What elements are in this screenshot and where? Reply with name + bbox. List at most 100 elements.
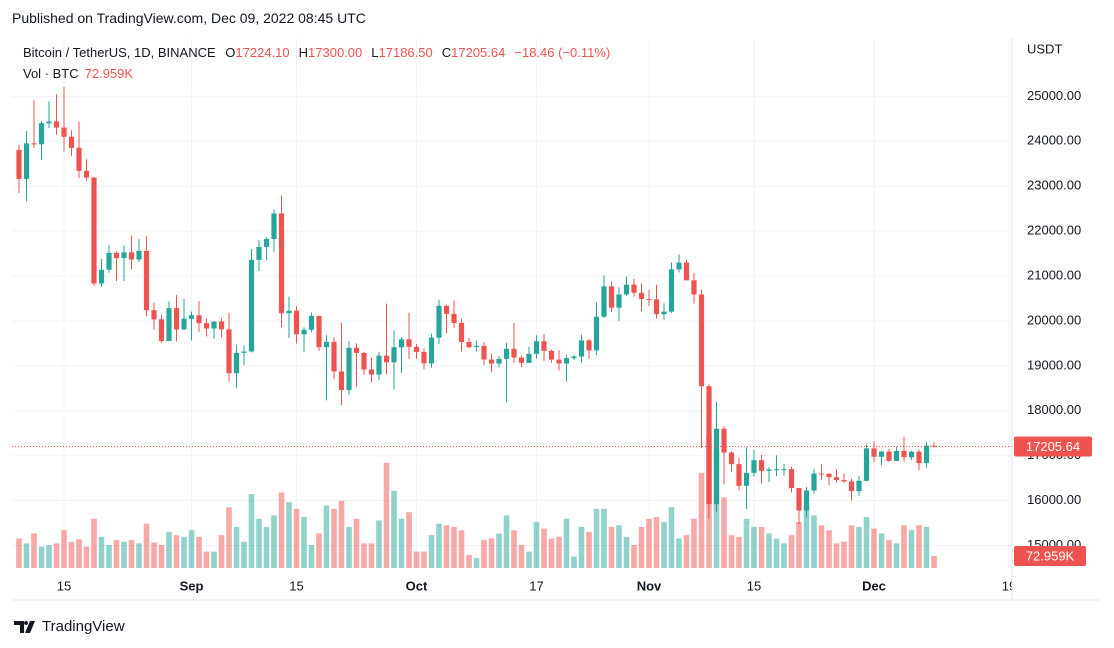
candle-body [653,299,660,315]
candle-body [893,450,900,461]
candle-body [908,451,915,458]
volume-bar [908,530,915,568]
volume-bar [931,556,937,568]
volume-bar [878,533,885,568]
volume-bar [248,494,255,568]
candle-body [856,480,862,492]
volume-bar [661,522,667,568]
volume-bar [83,546,90,568]
candle-body [796,488,802,511]
volume-bar [631,545,637,568]
volume-bar [76,539,82,568]
volume-bar [668,507,675,568]
candle-body [826,473,832,478]
volume-bar [143,523,150,568]
candle-body [173,308,180,330]
candle-body [878,451,885,457]
volume-bar [211,551,217,568]
y-tick-label: 22000.00 [1027,223,1081,238]
volume-bar [16,538,22,568]
volume-bar [316,533,322,568]
candle-body [308,315,315,330]
volume-bar [578,526,585,568]
volume-bar [98,536,105,568]
candle-body [331,341,337,372]
volume-bar [826,530,832,568]
candle-body [631,284,637,293]
candle-body [316,315,322,348]
candle-body [361,352,367,370]
volume-bar [886,540,892,568]
y-tick-label: 21000.00 [1027,267,1081,282]
volume-bar [541,528,547,568]
candle-body [248,259,255,352]
volume-bar [556,536,562,568]
candle-body [833,477,840,481]
volume-bar [136,543,142,568]
candle-body [376,355,382,375]
volume-bar [796,522,802,568]
price-legend: Bitcoin / TetherUS, 1D, BINANCE O17224.1… [23,45,619,60]
candle-body [233,352,240,374]
candle-body [713,428,720,505]
candle-body [301,329,307,335]
volume-bar [128,540,135,568]
volume-bar [518,545,525,568]
volume-bar [601,508,607,568]
volume-bar [203,551,210,568]
candle-body [533,341,540,354]
candle-body [901,450,907,458]
candle-body [788,469,795,489]
y-tick-label: 16000.00 [1027,492,1081,507]
candle-body [53,121,60,128]
volume-bar [443,525,450,568]
volume-bar [698,472,705,568]
legend-key: O [225,45,236,60]
volume-bar [293,508,300,568]
x-tick-label: Dec [862,578,886,593]
candle-body [818,473,825,475]
volume-bar [158,545,165,568]
candle-body [916,451,922,464]
candle-body [158,319,165,341]
volume-bar [256,518,262,568]
volume-bar [811,515,817,568]
y-unit: USDT [1027,41,1062,56]
volume-bar [758,526,765,568]
volume-bar [173,535,180,568]
volume-bar [91,518,97,568]
volume-value: 72.959K [84,66,134,81]
legend-change: −18.46 (−0.11%) [514,45,611,60]
candle-body [413,346,420,352]
candle-body [128,252,135,260]
candle-body [781,469,787,471]
candle-body [16,149,22,179]
volume-bar [818,525,825,568]
candle-body [496,358,502,364]
candle-body [743,472,750,486]
x-tick-label: Oct [406,578,428,593]
y-tick-label: 23000.00 [1027,178,1081,193]
legend-key: C [441,45,452,60]
volume-bar [473,558,480,568]
candle-body [263,238,270,247]
volume-bar [398,518,405,568]
candle-body [181,318,187,330]
legend-value: 17300.00 [308,45,363,60]
candle-body [736,464,742,486]
candle-body [106,252,112,270]
candle-body [286,310,292,314]
volume-bar [901,525,907,568]
volume-bar [488,538,495,568]
volume-bar [151,542,157,568]
candle-body [46,121,52,124]
volume-bar [586,531,592,568]
volume-bar [728,535,735,568]
x-tick-label: 19 [1002,578,1016,593]
volume-bar [391,490,397,568]
volume-bar [323,505,330,568]
candle-body [556,359,562,364]
x-axis: 15 Sep 15 Oct 17 Nov 15 Dec 19 [57,578,1016,593]
volume-bar [773,538,780,568]
y-tick-label: 25000.00 [1027,88,1081,103]
